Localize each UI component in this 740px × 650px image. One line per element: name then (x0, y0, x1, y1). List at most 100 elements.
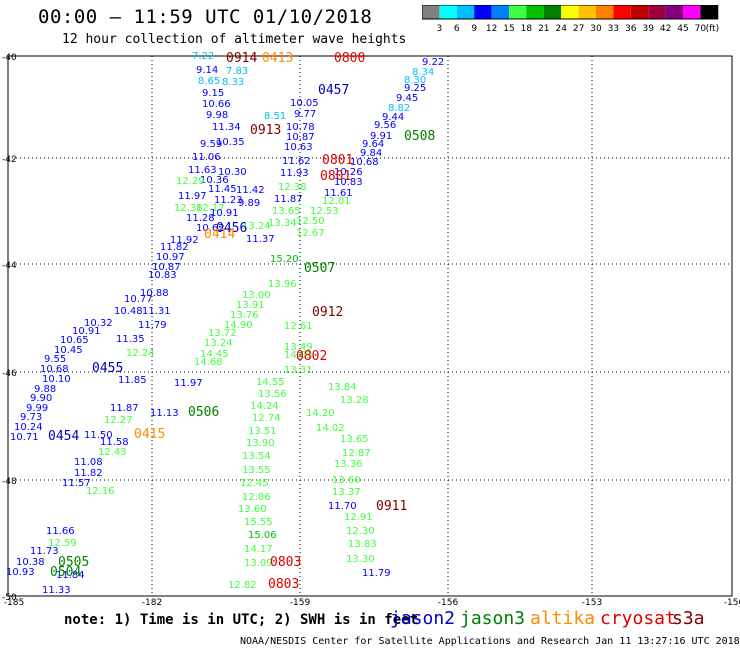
legend-s3a: s3a (672, 608, 705, 629)
swh-value-label: 12.87 (342, 448, 371, 459)
swh-value-label: 13.24 (242, 221, 271, 232)
swh-value-label: 10.87 (286, 132, 315, 143)
lat-label: -50 (2, 593, 17, 603)
color-scale-swatch (491, 5, 509, 19)
swh-value-label: 11.73 (30, 546, 59, 557)
swh-value-label: 13.96 (268, 279, 297, 290)
swh-value-label: 11.85 (118, 375, 147, 386)
swh-value-label: 13.90 (246, 438, 275, 449)
swh-value-label: 8.34 (412, 67, 434, 78)
lat-label: -42 (2, 155, 17, 165)
pass-time-label: 0505 (58, 555, 89, 570)
color-scale-swatch (700, 5, 718, 19)
swh-value-label: 11.33 (42, 585, 71, 596)
swh-value-label: 9.44 (382, 112, 404, 123)
swh-value-label: 12.30 (346, 526, 375, 537)
swh-value-label: 9.45 (396, 93, 418, 104)
swh-value-label: 11.66 (46, 526, 75, 537)
swh-value-label: 10.10 (42, 374, 71, 385)
swh-value-label: 11.13 (150, 408, 179, 419)
swh-value-label: 8.33 (222, 77, 244, 88)
pass-time-label: 0803 (268, 577, 299, 592)
legend-jason2: jason2 (390, 608, 456, 629)
lat-label: -44 (2, 261, 17, 271)
swh-value-label: 10.78 (286, 122, 315, 133)
color-scale-level: 33 (608, 24, 619, 34)
swh-value-label: 13.91 (236, 300, 265, 311)
swh-value-label: 13.31 (284, 365, 313, 376)
pass-time-label: 0913 (250, 123, 281, 138)
legend-altika: altika (530, 608, 596, 629)
swh-value-label: 11.50 (84, 430, 113, 441)
swh-value-label: 8.30 (404, 75, 426, 86)
color-scale-level: 9 (471, 24, 477, 34)
swh-value-label: 11.82 (160, 242, 189, 253)
swh-value-label: 10.83 (334, 177, 363, 188)
swh-value-label: 11.63 (188, 165, 217, 176)
color-scale-level: 24 (555, 24, 567, 34)
swh-value-label: 10.24 (14, 422, 43, 433)
color-scale-swatch (613, 5, 631, 19)
color-scale-level: 18 (521, 24, 533, 34)
swh-value-label: 12.38 (174, 203, 203, 214)
swh-value-label: 9.59 (200, 139, 222, 150)
swh-value-label: 12.67 (296, 228, 325, 239)
swh-value-label: 10.97 (156, 252, 185, 263)
swh-value-label: 8.65 (198, 76, 220, 87)
pass-time-label: 0506 (188, 405, 219, 420)
swh-value-label: 11.31 (142, 306, 171, 317)
swh-value-label: 9.98 (206, 110, 228, 121)
swh-value-label: 11.79 (362, 568, 391, 579)
swh-value-label: 11.97 (178, 191, 207, 202)
swh-value-label: 13.34 (268, 218, 297, 229)
swh-value-label: 10.87 (152, 262, 181, 273)
swh-value-label: 12.24 (126, 348, 155, 359)
swh-value-label: 11.70 (328, 501, 357, 512)
color-scale-frame (422, 5, 719, 20)
swh-value-label: 11.42 (236, 185, 265, 196)
pass-time-label: 0504 (50, 565, 81, 580)
swh-value-label: 14.03 (284, 350, 313, 361)
swh-value-label: 13.83 (348, 539, 377, 550)
swh-value-label: 13.49 (284, 342, 313, 353)
wave-height-map: -40 -42 -44 -46 -48 -50-185 -182 -159 -156 -153 -1… (2, 51, 740, 606)
swh-value-label: 10.32 (84, 318, 113, 329)
color-scale-level: 15 (503, 24, 514, 34)
swh-value-label: 10.05 (290, 98, 319, 109)
swh-value-label: 14.55 (256, 377, 285, 388)
swh-value-label: 14.02 (316, 423, 345, 434)
pass-time-label: 0456 (216, 221, 247, 236)
swh-value-label: 15.55 (244, 517, 273, 528)
swh-value-label: 12.38 (278, 182, 307, 193)
color-scale-swatch (543, 5, 562, 19)
swh-value-label: 13.72 (208, 328, 237, 339)
lon-label: -182 (142, 598, 162, 606)
color-scale-swatch (648, 5, 666, 19)
pass-time-label: 0911 (376, 499, 407, 514)
swh-value-label: 10.63 (284, 142, 313, 153)
swh-value-label: 8.51 (264, 111, 286, 122)
swh-value-label: 14.17 (244, 544, 273, 555)
swh-value-label: 11.28 (186, 213, 215, 224)
swh-value-label: 10.66 (202, 99, 231, 110)
swh-value-label: 13.51 (248, 426, 277, 437)
color-scale-swatch (630, 5, 649, 19)
pass-time-label: 0415 (134, 427, 165, 442)
swh-value-label: 10.48 (114, 306, 143, 317)
footer-note: note: 1) Time is in UTC; 2) SWH is in fe… (64, 612, 419, 628)
swh-value-label: 12.17 (196, 203, 225, 214)
swh-value-label: 13.55 (242, 465, 271, 476)
color-scale-swatch (578, 5, 596, 19)
swh-value-label: 10.30 (218, 167, 247, 178)
color-scale-level: 27 (573, 24, 584, 34)
color-scale-swatch (422, 5, 440, 19)
swh-value-label: 10.36 (200, 175, 229, 186)
swh-value-label: 11.97 (174, 378, 203, 389)
swh-value-label: 9.91 (370, 131, 392, 142)
swh-value-label: 12.45 (240, 478, 269, 489)
color-scale-bar: 3 6 9 12 15 18 21 24 27 30 33 36 39 42 45 70 (ft) (422, 5, 719, 34)
swh-value-label: 11.79 (138, 320, 167, 331)
swh-value-label: 13.54 (242, 451, 271, 462)
swh-value-label: 9.14 (196, 65, 218, 76)
swh-value-label: 13.60 (238, 504, 267, 515)
